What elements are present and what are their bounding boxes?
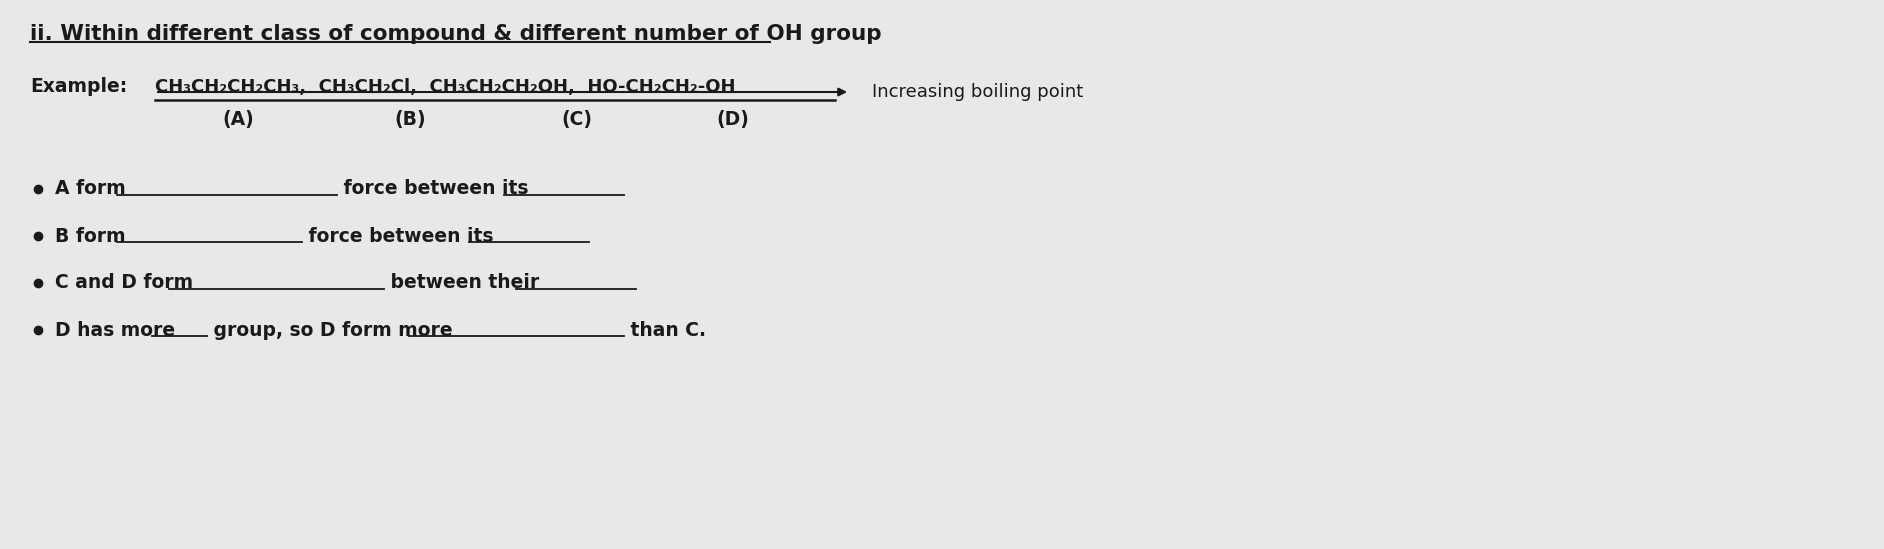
Text: (A): (A) xyxy=(222,109,254,128)
Text: C and D form: C and D form xyxy=(55,273,200,293)
Text: A form: A form xyxy=(55,180,132,199)
Text: (D): (D) xyxy=(716,109,750,128)
Text: (B): (B) xyxy=(394,109,426,128)
Text: D has more: D has more xyxy=(55,321,181,339)
Text: force between its: force between its xyxy=(337,180,535,199)
Text: B form: B form xyxy=(55,227,132,245)
Text: Increasing boiling point: Increasing boiling point xyxy=(872,83,1083,101)
Text: Example:: Example: xyxy=(30,77,128,97)
Text: ii. Within different class of compound & different number of OH group: ii. Within different class of compound &… xyxy=(30,24,882,44)
Text: CH₃CH₂CH₂CH₃,  CH₃CH₂Cl,  CH₃CH₂CH₂OH,  HO-CH₂CH₂-OH: CH₃CH₂CH₂CH₃, CH₃CH₂Cl, CH₃CH₂CH₂OH, HO-… xyxy=(154,78,735,96)
Text: (C): (C) xyxy=(561,109,592,128)
Text: than C.: than C. xyxy=(624,321,706,339)
Text: between their: between their xyxy=(384,273,546,293)
Text: force between its: force between its xyxy=(301,227,499,245)
Text: group, so D form more: group, so D form more xyxy=(207,321,460,339)
